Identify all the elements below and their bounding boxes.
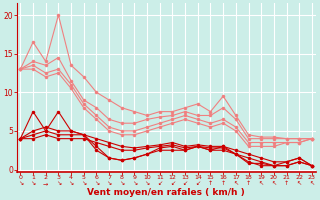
X-axis label: Vent moyen/en rafales ( km/h ): Vent moyen/en rafales ( km/h )	[87, 188, 245, 197]
